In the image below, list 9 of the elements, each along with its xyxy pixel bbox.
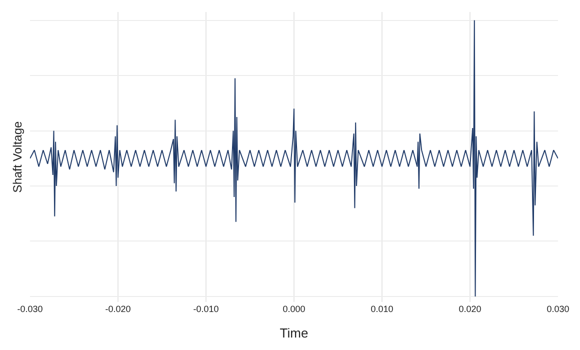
x-tick-label: -0.020	[105, 304, 131, 314]
x-tick-label: -0.010	[193, 304, 219, 314]
x-tick-label: 0.020	[458, 304, 482, 314]
x-tick-label: 0.030	[546, 304, 570, 314]
y-axis-title: Shaft Voltage	[10, 120, 24, 193]
x-tick-label: 0.000	[282, 304, 306, 314]
x-tick-label: 0.010	[370, 304, 394, 314]
x-axis-title: Time	[280, 326, 308, 341]
x-tick-label: -0.030	[17, 304, 43, 314]
